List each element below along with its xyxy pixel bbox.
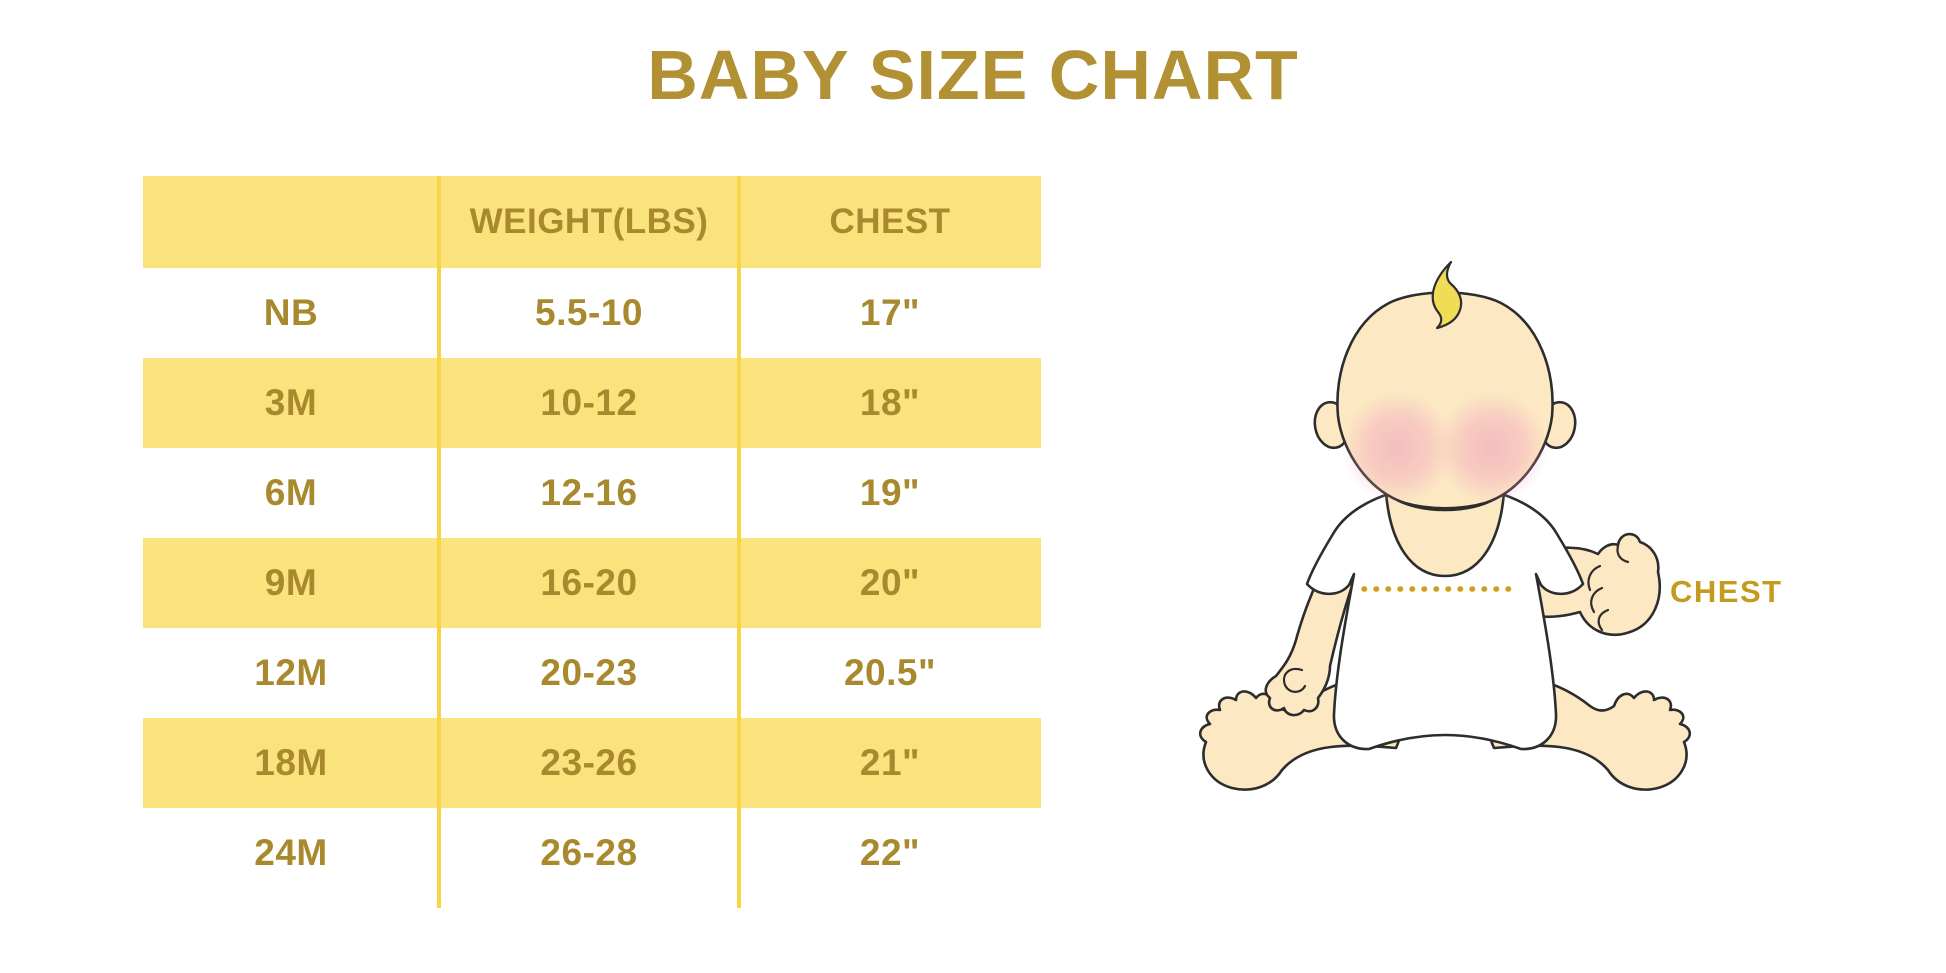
size-cell: 12M xyxy=(254,652,328,693)
chest-cell: 20" xyxy=(859,562,921,603)
size-cell: NB xyxy=(263,292,319,333)
table-row: 3M 10-12 18" xyxy=(143,358,1041,448)
weight-cell: 10-12 xyxy=(540,382,638,423)
size-cell: 3M xyxy=(264,382,318,423)
size-cell: 9M xyxy=(264,562,318,603)
table-row: 24M 26-28 22" xyxy=(143,808,1041,898)
table-column-divider xyxy=(737,176,741,908)
chest-cell: 21" xyxy=(859,742,921,783)
header-cell: CHEST xyxy=(829,202,951,241)
size-cell: 18M xyxy=(254,742,328,783)
chest-label: CHEST xyxy=(1670,574,1783,609)
weight-cell: 26-28 xyxy=(540,832,638,873)
table-row: NB 5.5-10 17" xyxy=(143,268,1041,358)
header-cell: WEIGHT(LBS) xyxy=(469,202,709,241)
baby-onesie xyxy=(1305,488,1585,751)
table-header-row: WEIGHT(LBS) CHEST xyxy=(143,176,1041,268)
chest-cell: 18" xyxy=(859,382,921,423)
baby-fist-knuckle-lines xyxy=(1587,544,1630,632)
table-row: 12M 20-23 20.5" xyxy=(143,628,1041,718)
page-title: BABY SIZE CHART xyxy=(647,36,1299,114)
weight-cell: 5.5-10 xyxy=(535,292,643,333)
chest-cell: 19" xyxy=(859,472,921,513)
baby-neck xyxy=(1384,490,1506,578)
weight-cell: 12-16 xyxy=(540,472,638,513)
baby-blush xyxy=(1342,392,1548,504)
weight-cell: 16-20 xyxy=(540,562,638,603)
baby-hand-finger-curl xyxy=(1282,667,1307,693)
table-column-divider xyxy=(437,176,441,908)
weight-cell: 23-26 xyxy=(540,742,638,783)
chest-cell: 22" xyxy=(859,832,921,873)
size-table: WEIGHT(LBS) CHEST NB 5.5-10 17" 3M 10-12 18" 6M 1… xyxy=(143,176,1041,908)
weight-cell: 20-23 xyxy=(540,652,638,693)
baby-hair-curl xyxy=(1431,260,1463,330)
size-cell: 24M xyxy=(254,832,328,873)
table-row: 6M 12-16 19" xyxy=(143,448,1041,538)
chest-cell: 17" xyxy=(859,292,921,333)
table-row: 18M 23-26 21" xyxy=(143,718,1041,808)
chest-cell: 20.5" xyxy=(843,652,937,693)
size-cell: 6M xyxy=(264,472,318,513)
table-row: 9M 16-20 20" xyxy=(143,538,1041,628)
